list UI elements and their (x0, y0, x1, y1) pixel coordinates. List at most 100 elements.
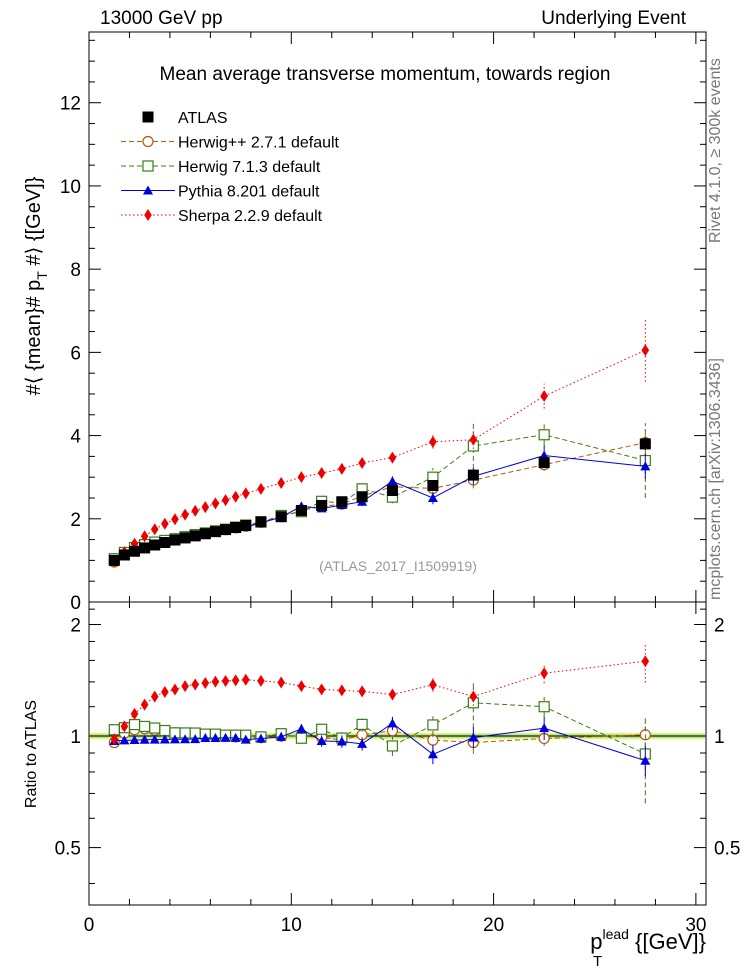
atlas-point (199, 528, 211, 540)
herwig-7-1-3-default-ratio-point (159, 724, 171, 737)
atlas-point (118, 549, 130, 561)
ratio-y-tick-label-right: 2 (714, 615, 725, 636)
sherpa-2-2-9-default-point (241, 487, 250, 500)
atlas-point (139, 542, 151, 554)
sherpa-2-2-9-default-ratio-point (257, 674, 265, 687)
x-tick-label: 20 (483, 915, 504, 936)
ratio-y-tick-label: 2 (70, 615, 81, 636)
atlas-point (255, 516, 267, 528)
atlas-point (159, 537, 171, 549)
sherpa-2-2-9-default-point (171, 513, 179, 526)
sherpa-2-2-9-default-ratio-point (110, 733, 119, 746)
sherpa-2-2-9-default-point (181, 508, 189, 521)
atlas-point (316, 499, 328, 511)
y-tick-label: 2 (70, 510, 81, 531)
atlas-point (386, 484, 398, 496)
herwig-7-1-3-default-series-ratio (108, 680, 651, 804)
sherpa-2-2-9-default-ratio-point (297, 680, 306, 693)
pythia-8-201-default-ratio-point (210, 732, 221, 742)
pythia-8-201-default-ratio-point (180, 734, 191, 744)
legend-marker-herwig-2-7-1-default-point (142, 135, 154, 148)
sherpa-2-2-9-default-ratio-point (388, 688, 397, 701)
herwig-7-1-3-default-ratio-point (316, 723, 328, 735)
sherpa-2-2-9-default-ratio-point (641, 655, 650, 668)
sherpa-2-2-9-default-ratio-point (231, 674, 240, 687)
x-axis-label-unit: {[GeV]} (629, 929, 706, 954)
herwig-7-1-3-default-ratio-point (128, 718, 141, 731)
chart-title: Mean average transverse momentum, toward… (160, 64, 611, 85)
pythia-8-201-default-ratio-point (316, 735, 327, 745)
atlas-point (209, 526, 221, 538)
header-right: Underlying Event (541, 8, 686, 29)
legend-label-pythia-8-201-default: Pythia 8.201 default (178, 184, 320, 201)
pythia-8-201-default-ratio-point (149, 734, 160, 744)
pythia-8-201-default-series-ratio (109, 716, 651, 777)
sherpa-2-2-9-default-ratio-point (191, 678, 200, 691)
sherpa-2-2-9-default-point (277, 477, 285, 490)
atlas-point (295, 504, 307, 516)
pythia-8-201-default-ratio-point (139, 734, 150, 744)
pythia-8-201-default-ratio-point (427, 749, 438, 759)
y-axis-label-tail: #⟩ {[GeV]} (23, 176, 45, 271)
pythia-8-201-default-ratio-point (200, 733, 211, 743)
pythia-8-201-default-ratio-point (159, 734, 170, 744)
herwig-7-1-3-default-ratio-point (386, 740, 399, 752)
sherpa-2-2-9-default-ratio-point (211, 675, 220, 688)
pythia-8-201-default-ratio-point (640, 755, 651, 765)
ratio-y-tick-label: 1 (70, 727, 81, 748)
pythia-8-201-default-point (387, 476, 398, 486)
pythia-8-201-default-ratio-point (296, 723, 307, 733)
atlas-point (108, 554, 120, 566)
herwig-2-7-1-default-series-main (108, 430, 651, 568)
atlas-point (639, 438, 651, 450)
sherpa-2-2-9-default-point (388, 451, 397, 464)
sherpa-2-2-9-default-ratio-point (338, 684, 346, 697)
sherpa-2-2-9-default-ratio-point (161, 686, 169, 699)
y-tick-label: 10 (60, 177, 81, 198)
sherpa-2-2-9-default-point (469, 433, 478, 446)
sherpa-2-2-9-default-point (201, 501, 210, 514)
sherpa-2-2-9-default-ratio-point (241, 673, 250, 686)
sherpa-2-2-9-default-ratio-point (171, 683, 179, 696)
atlas-point (356, 491, 368, 503)
atlas-point (275, 511, 287, 523)
legend-label-atlas: ATLAS (178, 110, 228, 127)
sherpa-2-2-9-default-point (338, 462, 346, 475)
x-axis-label-main: p (590, 929, 602, 954)
sherpa-2-2-9-default-ratio-point (201, 677, 210, 690)
herwig-7-1-3-default-ratio-point (108, 724, 120, 736)
sherpa-2-2-9-default-series-ratio (110, 642, 650, 746)
x-axis-label-sup: lead (602, 926, 628, 942)
ratio-y-tick-label: 0.5 (55, 839, 81, 860)
pythia-8-201-default-ratio-point (190, 734, 201, 744)
pythia-8-201-default-ratio-point (468, 732, 479, 742)
sherpa-2-2-9-default-point (150, 523, 159, 536)
sherpa-2-2-9-default-ratio-point (429, 678, 437, 691)
x-tick-label: 0 (84, 915, 95, 936)
header-left: 13000 GeV pp (100, 8, 223, 29)
x-tick-label: 30 (685, 915, 706, 936)
atlas-point (169, 534, 181, 546)
pythia-8-201-default-series-main (109, 445, 651, 566)
herwig-7-1-3-default-ratio-point (139, 720, 151, 733)
sherpa-2-2-9-default-point (641, 344, 650, 357)
sherpa-2-2-9-default-ratio-point (130, 707, 139, 720)
sherpa-2-2-9-default-ratio-point (140, 698, 149, 711)
pythia-8-201-default-point (427, 492, 438, 502)
pythia-8-201-default-ratio-point (357, 738, 368, 748)
atlas-point (336, 496, 348, 508)
sherpa-2-2-9-default-ratio-point (150, 690, 159, 703)
pythia-8-201-default-ratio-point (230, 732, 241, 742)
pythia-8-201-default-ratio-point (539, 723, 550, 733)
atlas-point (149, 539, 161, 551)
sherpa-2-2-9-default-ratio-point (221, 674, 230, 687)
legend-label-sherpa-2-2-9-default: Sherpa 2.2.9 default (178, 208, 323, 225)
sherpa-2-2-9-default-point (297, 471, 306, 484)
atlas-point (129, 545, 141, 557)
pythia-8-201-default-ratio-point (220, 732, 231, 742)
legend-marker-sherpa-2-2-9-default-point (144, 209, 152, 221)
y-tick-label: 6 (70, 343, 81, 364)
sherpa-2-2-9-default-ratio-point (120, 720, 129, 733)
legend-label-herwig-2-7-1-default: Herwig++ 2.7.1 default (178, 135, 340, 152)
